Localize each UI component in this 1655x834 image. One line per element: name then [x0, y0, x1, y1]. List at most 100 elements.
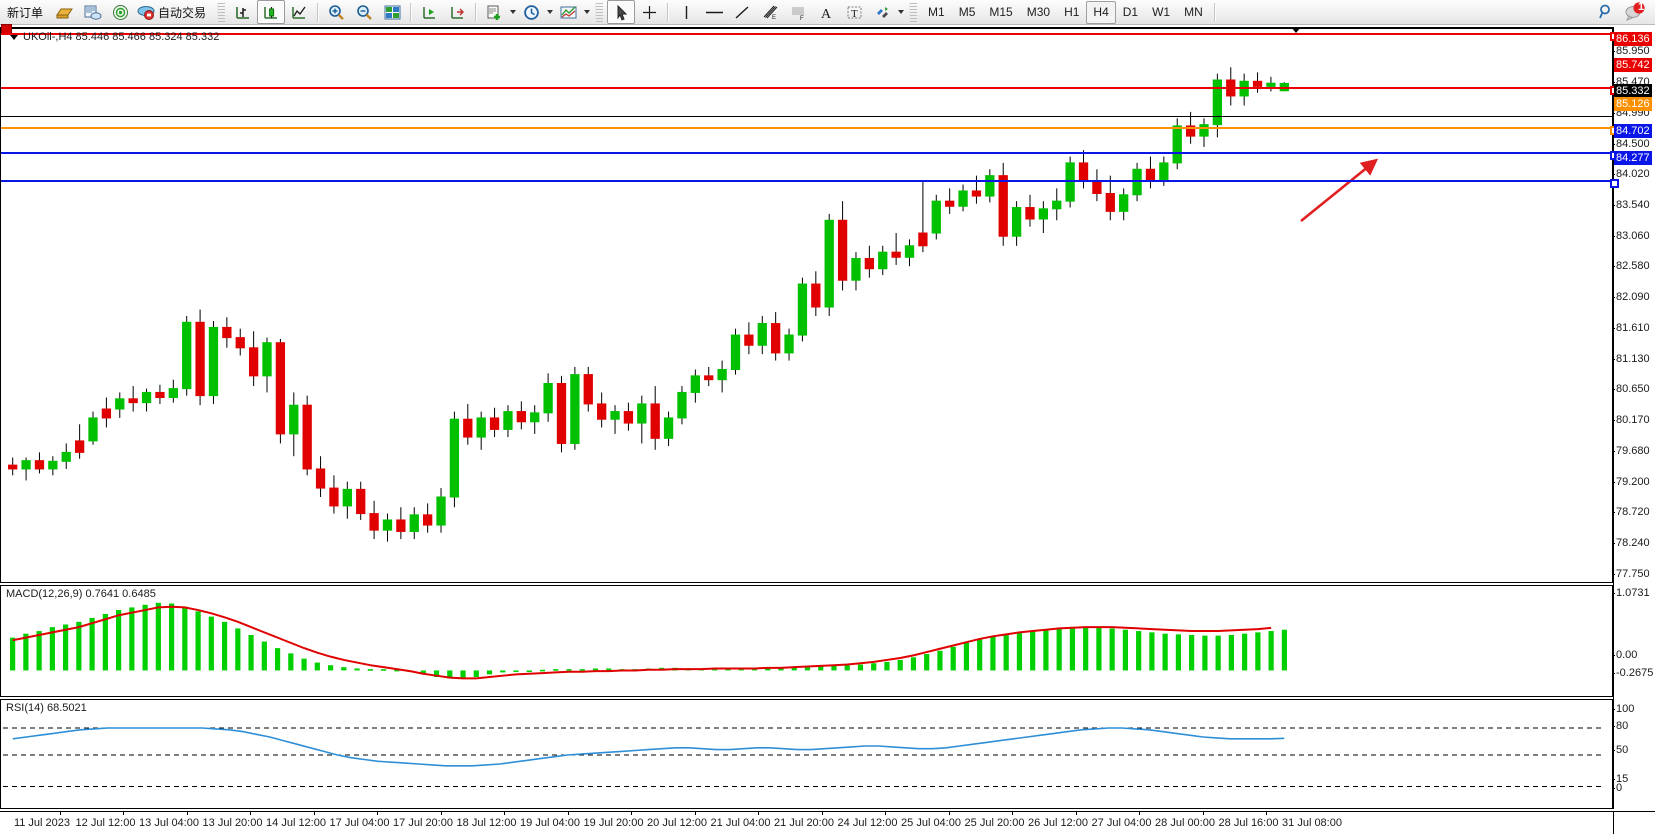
time-tick: 18 Jul 12:00: [456, 817, 517, 829]
time-tick: 31 Jul 08:00: [1282, 817, 1342, 829]
equidistant-channel-icon[interactable]: E: [756, 0, 784, 24]
timeframe-m1[interactable]: M1: [928, 4, 945, 19]
time-tick-mark: [1202, 811, 1204, 815]
new-order-button[interactable]: 新订单: [2, 0, 50, 24]
price-level-line-85332: [1, 116, 1614, 117]
cursor-icon[interactable]: [607, 0, 636, 24]
time-tick: 13 Jul 20:00: [202, 817, 263, 829]
macd-panel[interactable]: MACD(12,26,9) 0.7641 0.6485: [0, 585, 1613, 697]
timeframe-d1[interactable]: D1: [1122, 4, 1139, 19]
grid-window-icon[interactable]: [378, 0, 406, 24]
templates-dropdown-caret-icon[interactable]: [584, 10, 591, 14]
price-level-tag-85742[interactable]: 85.742: [1614, 57, 1652, 72]
timeframe-m15[interactable]: M15: [989, 4, 1013, 19]
time-tick-mark: [821, 811, 823, 815]
crosshair-icon[interactable]: [635, 0, 663, 24]
zoom-out-icon[interactable]: [350, 0, 378, 24]
time-tick: 13 Jul 04:00: [139, 817, 199, 829]
price-tick: 81.130: [1612, 352, 1650, 365]
time-tick: 17 Jul 20:00: [393, 817, 453, 829]
shift-chart-end-icon[interactable]: [415, 0, 443, 24]
price-level-tag-84277[interactable]: 84.277: [1614, 150, 1652, 165]
periodicity-dropdown-caret-icon[interactable]: [547, 10, 554, 14]
timeframe-m5[interactable]: M5: [958, 4, 976, 19]
price-level-line-85126[interactable]: [1, 126, 1619, 135]
templates-icon[interactable]: [554, 0, 582, 24]
text-box-icon[interactable]: T: [840, 0, 868, 24]
macd-tick: 0.00: [1611, 649, 1638, 661]
rsi-tick: 0: [1611, 782, 1623, 794]
line-chart-icon[interactable]: [285, 0, 313, 24]
search-icon[interactable]: [1593, 0, 1621, 24]
price-level-tag-84702[interactable]: 84.702: [1614, 123, 1652, 138]
candlestick-chart-icon[interactable]: [257, 0, 286, 24]
price-panel[interactable]: UKOil-,H4 85.446 85.466 85.324 85.332: [0, 24, 1619, 583]
price-tick: 83.540: [1612, 198, 1650, 211]
price-tick: 85.950: [1612, 45, 1650, 58]
price-level-line-84277[interactable]: [1, 179, 1619, 188]
trendline-icon[interactable]: [728, 0, 756, 24]
time-tick-mark: [250, 811, 251, 815]
time-tick-mark: [504, 811, 505, 815]
time-tick-mark: [377, 811, 378, 815]
rsi-tick: 100: [1611, 703, 1635, 715]
timeframe-mn[interactable]: MN: [1184, 4, 1203, 19]
gold-bar-icon[interactable]: [50, 0, 78, 24]
rsi-tick: 15: [1611, 773, 1629, 785]
signal-radar-icon[interactable]: [106, 0, 134, 24]
symbol-collapse-arrow-icon[interactable]: [10, 35, 18, 40]
time-tick-mark: [885, 811, 886, 815]
price-tick: 77.750: [1612, 568, 1650, 581]
price-level-line-84702[interactable]: [1, 151, 1619, 160]
price-level-tag-86136[interactable]: 86.136: [1614, 32, 1652, 47]
toolbar-grip-linestudies[interactable]: [595, 2, 604, 22]
timeframe-w1[interactable]: W1: [1152, 4, 1171, 19]
rsi-panel[interactable]: RSI(14) 68.5021: [0, 699, 1613, 809]
add-indicator-icon[interactable]: [480, 0, 508, 24]
indicator-dropdown-caret-icon[interactable]: [510, 10, 517, 14]
main-toolbar: 新订单 自动交易: [0, 0, 1655, 25]
objects-dropdown-caret-icon[interactable]: [898, 10, 905, 14]
time-tick: 21 Jul 04:00: [710, 817, 771, 829]
toolbar-grip-timeframes[interactable]: [909, 2, 918, 22]
horizontal-line-icon[interactable]: [700, 0, 728, 24]
new-order-label: 新订单: [7, 5, 44, 20]
timeframe-m30[interactable]: M30: [1026, 4, 1051, 19]
timeframe-h4[interactable]: H4: [1086, 0, 1116, 24]
autotrading-button[interactable]: 自动交易: [134, 0, 213, 24]
auto-scroll-icon[interactable]: [443, 0, 471, 24]
macd-tick: -0.2675: [1611, 667, 1654, 679]
price-level-line-86136[interactable]: [1, 32, 1619, 41]
time-tick: 20 Jul 12:00: [647, 817, 707, 829]
time-axis[interactable]: 11 Jul 2023 12 Jul 12:00 13 Jul 04:00 13 Ju…: [0, 811, 1613, 834]
vertical-line-icon[interactable]: [672, 0, 700, 24]
toolbar-grip-charttypes[interactable]: [217, 2, 226, 22]
macd-tick: 1.0731: [1612, 587, 1650, 599]
market-watch-icon[interactable]: [78, 0, 106, 24]
periodicity-clock-icon[interactable]: [517, 0, 545, 24]
price-tick: 79.200: [1612, 475, 1650, 488]
price-tick: 78.240: [1612, 536, 1650, 549]
price-level-line-85742[interactable]: [1, 86, 1619, 95]
arrows-objects-icon[interactable]: [868, 0, 896, 24]
notification-bell-icon[interactable]: 1: [1621, 0, 1649, 24]
price-level-tag-85126[interactable]: 85.126: [1614, 96, 1652, 111]
time-tick: 17 Jul 04:00: [329, 817, 390, 829]
fibonacci-icon[interactable]: F: [784, 0, 812, 24]
bar-chart-icon[interactable]: [229, 0, 257, 24]
price-tick: 80.170: [1612, 413, 1650, 426]
text-label-icon[interactable]: A: [812, 0, 840, 24]
toolbar-separator-3: [475, 2, 477, 22]
zoom-in-icon[interactable]: [322, 0, 350, 24]
price-tick: 82.580: [1612, 260, 1650, 273]
toolbar-separator-4: [667, 2, 669, 22]
price-axis[interactable]: 85.950 85.470 84.990 84.500 84.020 83.540 83.0…: [1611, 27, 1655, 809]
price-level-tag-85332[interactable]: 85.332: [1614, 83, 1652, 98]
time-tick: 19 Jul 04:00: [520, 817, 580, 829]
timeframe-h1[interactable]: H1: [1064, 4, 1080, 19]
time-tick: 27 Jul 04:00: [1091, 817, 1152, 829]
chart-container[interactable]: UKOil-,H4 85.446 85.466 85.324 85.332 MA…: [0, 24, 1655, 834]
crosshair-top-marker: [1291, 27, 1301, 33]
svg-text:A: A: [821, 7, 832, 21]
time-tick-mark: [313, 811, 315, 815]
